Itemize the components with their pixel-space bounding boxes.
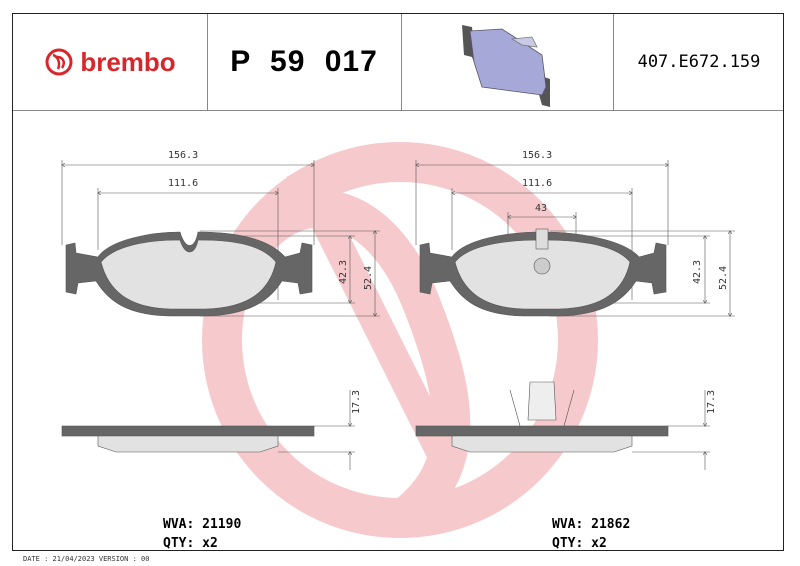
part-number: P 59 017 xyxy=(207,14,402,110)
dim-overall-width: 156.3 xyxy=(168,150,198,161)
reference-number: 407.E672.159 xyxy=(637,52,761,72)
quantity: QTY: x2 xyxy=(163,536,218,551)
left-pad-info: WVA: 21190 QTY: x2 xyxy=(163,515,241,553)
dim-clip-width: 43 xyxy=(535,203,547,214)
brand-logo: brembo xyxy=(13,14,208,110)
right-pad-info: WVA: 21862 QTY: x2 xyxy=(552,515,630,553)
wva-number: WVA: 21862 xyxy=(552,517,631,532)
dim-inner-width: 111.6 xyxy=(168,178,198,189)
dim-thickness: 17.3 xyxy=(351,390,362,414)
right-pad-front-view xyxy=(416,160,735,316)
dim-inner-width: 111.6 xyxy=(522,178,552,189)
dim-thickness: 17.3 xyxy=(706,390,717,414)
left-pad-front-view xyxy=(62,160,380,316)
brand-name: brembo xyxy=(80,46,176,77)
dim-height-outer: 52.4 xyxy=(718,266,729,290)
dim-height-outer: 52.4 xyxy=(363,266,374,290)
wva-number: WVA: 21190 xyxy=(163,517,242,532)
title-block: brembo P 59 017 407.E672.159 xyxy=(13,14,783,111)
dim-overall-width: 156.3 xyxy=(522,150,552,161)
brembo-logo-icon xyxy=(45,48,73,76)
drawing-frame: brembo P 59 017 407.E672.159 xyxy=(12,13,784,551)
quantity: QTY: x2 xyxy=(552,536,607,551)
product-thumbnail xyxy=(401,14,614,110)
dim-height-inner: 42.3 xyxy=(338,260,349,284)
left-pad-side-view xyxy=(61,390,355,470)
dim-height-inner: 42.3 xyxy=(692,260,703,284)
date-version: DATE : 21/04/2023 VERSION : 00 xyxy=(23,555,150,563)
brake-pad-3d-icon xyxy=(462,25,550,107)
right-pad-side-view xyxy=(415,381,710,470)
